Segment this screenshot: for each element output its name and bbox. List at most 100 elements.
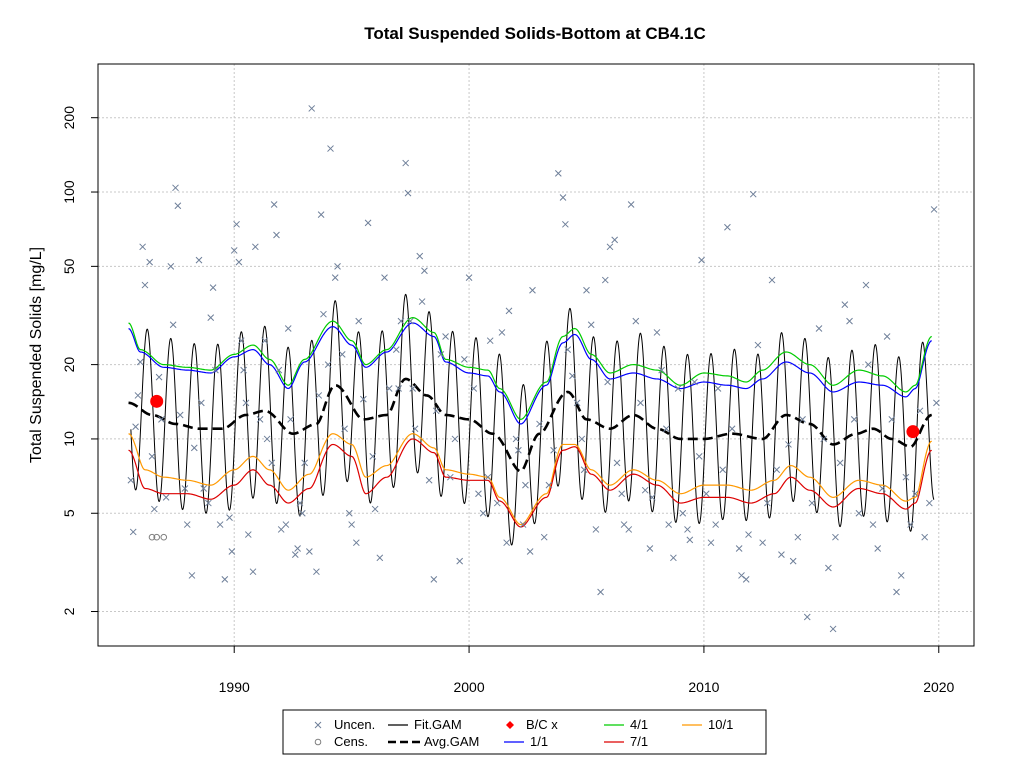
uncensored-point bbox=[385, 385, 393, 392]
uncensored-point bbox=[338, 351, 346, 358]
uncensored-point bbox=[738, 572, 745, 579]
uncensored-point bbox=[637, 399, 644, 407]
uncensored-point bbox=[475, 490, 482, 498]
uncensored-point bbox=[670, 554, 677, 562]
uncensored-point bbox=[155, 373, 163, 381]
uncensored-point bbox=[174, 202, 182, 210]
uncensored-point bbox=[195, 256, 203, 264]
uncensored-point bbox=[291, 551, 299, 558]
uncensored-point bbox=[181, 485, 189, 492]
grid bbox=[98, 64, 974, 646]
censored-point bbox=[153, 533, 161, 541]
uncensored-point bbox=[933, 399, 940, 407]
uncensored-point bbox=[789, 557, 797, 565]
uncensored-point bbox=[803, 613, 811, 621]
y-tick-label: 10 bbox=[61, 431, 77, 447]
uncensored-point bbox=[409, 385, 417, 392]
uncensored-point bbox=[862, 281, 870, 289]
x-axis: 1990 2000 2010 2020 bbox=[219, 646, 955, 695]
legend-swatch-cens bbox=[314, 738, 322, 746]
uncensored-point bbox=[369, 453, 377, 460]
uncensored-point bbox=[190, 444, 198, 452]
uncensored-point bbox=[430, 575, 438, 583]
y-tick-label: 20 bbox=[61, 357, 77, 373]
uncensored-point bbox=[815, 325, 823, 332]
uncensored-point bbox=[522, 481, 529, 489]
uncensored-point bbox=[742, 575, 750, 583]
uncensored-point bbox=[850, 416, 858, 423]
uncensored-point bbox=[355, 317, 363, 325]
uncensored-point bbox=[263, 435, 271, 443]
uncensored-point bbox=[235, 258, 243, 266]
legend-box bbox=[282, 709, 767, 755]
uncensored-point bbox=[479, 509, 487, 517]
y-axis-label: Total Suspended Solids [mg/L] bbox=[28, 247, 45, 463]
legend-label-r10: 10/1 bbox=[708, 717, 733, 732]
uncensored-point bbox=[662, 425, 670, 433]
uncensored-point bbox=[562, 220, 569, 228]
uncensored-point bbox=[679, 509, 687, 517]
series-fit-gam bbox=[130, 293, 935, 546]
censored-point bbox=[160, 533, 168, 541]
uncensored-point bbox=[778, 551, 785, 558]
uncensored-point bbox=[503, 539, 510, 547]
x-tick-label: 2010 bbox=[688, 679, 719, 695]
uncensored-point bbox=[282, 521, 290, 528]
uncensored-point bbox=[313, 568, 320, 576]
uncensored-point bbox=[836, 459, 844, 467]
legend-label-fit: Fit.GAM bbox=[414, 717, 462, 732]
uncensored-point bbox=[728, 425, 736, 433]
uncensored-point bbox=[832, 533, 839, 541]
uncensored-point bbox=[627, 201, 635, 208]
uncensored-point bbox=[331, 274, 339, 282]
series-avg-gam bbox=[128, 377, 932, 473]
uncensored-point bbox=[601, 276, 609, 284]
uncensored-point bbox=[580, 466, 588, 474]
uncensored-point bbox=[395, 385, 402, 392]
legend-label-avg: Avg.GAM bbox=[424, 734, 479, 749]
uncensored-point bbox=[569, 372, 576, 380]
uncensored-point bbox=[536, 420, 543, 428]
uncensored-point bbox=[296, 499, 304, 507]
uncensored-point bbox=[287, 416, 294, 423]
uncensored-point bbox=[519, 521, 527, 528]
uncensored-point bbox=[902, 473, 910, 481]
bc-marker bbox=[150, 394, 164, 408]
uncensored-point bbox=[686, 536, 694, 544]
uncensored-point bbox=[916, 407, 924, 415]
uncensored-point bbox=[498, 329, 506, 336]
legend-label-bc: B/C x bbox=[526, 717, 558, 732]
uncensored-point bbox=[284, 325, 292, 332]
uncensored-point bbox=[618, 490, 626, 498]
uncensored-point bbox=[306, 548, 313, 555]
uncensored-point bbox=[632, 317, 640, 325]
uncensored-point bbox=[724, 223, 731, 231]
uncensored-point bbox=[136, 358, 144, 366]
ratio-lines bbox=[128, 317, 933, 528]
uncensored-point bbox=[829, 625, 837, 633]
uncensored-point bbox=[529, 286, 536, 294]
uncensored-point bbox=[794, 533, 802, 541]
uncensored-point bbox=[526, 548, 534, 555]
uncensored-point bbox=[298, 509, 306, 517]
uncensored-point bbox=[446, 473, 454, 481]
uncensored-point bbox=[216, 521, 224, 528]
uncensored-point bbox=[188, 572, 196, 579]
uncensored-point bbox=[270, 201, 278, 208]
uncensored-point bbox=[550, 446, 557, 454]
uncensored-point bbox=[691, 378, 698, 386]
uncensored-point bbox=[341, 425, 348, 433]
uncensored-point bbox=[209, 284, 217, 291]
legend-swatch-bc bbox=[506, 721, 514, 729]
uncensored-point bbox=[148, 453, 156, 460]
uncensored-point bbox=[176, 411, 184, 419]
uncensored-point bbox=[540, 533, 548, 541]
uncensored-point bbox=[371, 505, 379, 513]
uncensored-point bbox=[592, 526, 600, 533]
uncensored-point bbox=[573, 399, 581, 407]
uncensored-point bbox=[578, 435, 586, 443]
uncensored-point bbox=[127, 476, 135, 484]
uncensored-point bbox=[559, 194, 567, 201]
uncensored-point bbox=[172, 184, 179, 192]
